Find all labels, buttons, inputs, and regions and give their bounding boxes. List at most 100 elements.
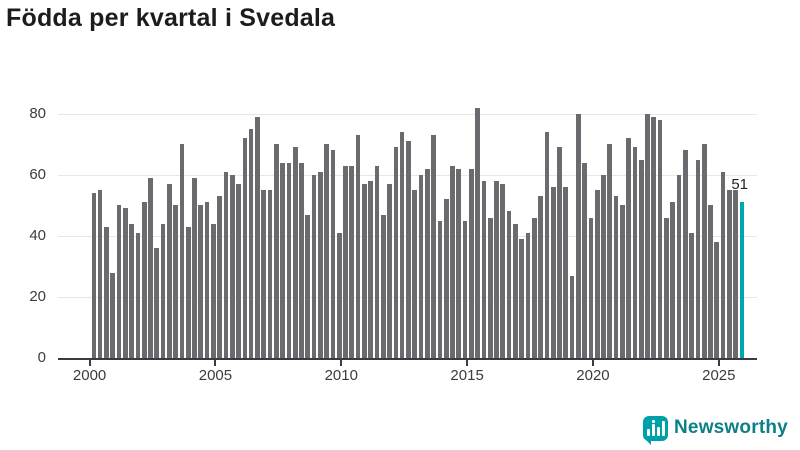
x-tick-label-2015: 2015 (450, 367, 484, 384)
bar (380, 214, 386, 358)
bar (456, 168, 462, 358)
bar (638, 159, 644, 358)
latest-value-label: 51 (731, 176, 748, 193)
bar (437, 220, 443, 358)
bar (632, 147, 638, 358)
bar (481, 180, 487, 358)
bar (160, 223, 166, 358)
bar (670, 202, 676, 358)
bar (248, 129, 254, 358)
bar (620, 205, 625, 358)
bar (657, 119, 663, 358)
bar (267, 190, 273, 358)
x-axis-line (58, 358, 757, 360)
bar (217, 196, 223, 358)
bar (601, 174, 606, 358)
bar (487, 217, 493, 358)
bar (192, 177, 197, 358)
bar (676, 174, 682, 358)
x-tick-2000 (88, 360, 91, 366)
bar (544, 132, 550, 358)
bar (223, 171, 229, 358)
bar (148, 177, 153, 358)
bar (311, 174, 317, 358)
bar (506, 211, 512, 358)
x-tick-2020 (591, 360, 594, 366)
x-tick-label-2025: 2025 (702, 367, 736, 384)
logo-speech-tail (643, 437, 651, 445)
bar (179, 144, 185, 358)
logo-glyph-bar (661, 421, 665, 436)
bar (368, 180, 374, 358)
bar (563, 187, 569, 358)
bar (242, 138, 248, 358)
bar (355, 135, 361, 358)
bar (513, 223, 518, 358)
bar (569, 275, 575, 358)
y-tick-label-0: 0 (37, 349, 46, 366)
bar (129, 223, 134, 358)
bar (141, 202, 147, 358)
bar (318, 171, 323, 358)
bar (607, 144, 613, 358)
bar (645, 113, 650, 358)
bar (443, 199, 449, 358)
bar (211, 223, 216, 358)
bar (280, 162, 285, 358)
bar (424, 168, 430, 358)
logo-glyph-dot (651, 420, 655, 423)
bar (393, 147, 399, 358)
bar (91, 193, 97, 358)
bar (261, 190, 267, 358)
bar (236, 183, 241, 358)
bar (399, 132, 405, 358)
chart-title: Födda per kvartal i Svedala (6, 4, 336, 32)
bar (116, 205, 122, 358)
bar (582, 162, 587, 358)
x-tick-2025 (717, 360, 720, 366)
bar (122, 208, 128, 358)
bar (626, 138, 631, 358)
x-tick-label-2005: 2005 (198, 367, 233, 384)
bar (701, 144, 707, 358)
logo-glyph-bar (646, 429, 650, 436)
bar (613, 196, 619, 358)
bar (374, 165, 380, 358)
bar (299, 162, 304, 358)
bar (494, 180, 499, 358)
bar (336, 232, 342, 358)
bar (726, 190, 732, 358)
bar (343, 165, 348, 358)
x-tick-2010 (340, 360, 343, 366)
bar (273, 144, 279, 358)
bar (469, 168, 474, 358)
bar (695, 159, 701, 358)
bar (714, 241, 720, 358)
bar (462, 220, 468, 358)
bar (664, 217, 669, 358)
y-tick-label-80: 80 (29, 104, 46, 122)
x-tick-label-2000: 2000 (72, 367, 107, 384)
bar-chart-logo-icon (643, 416, 668, 445)
bar (286, 162, 292, 358)
bar-latest-quarter (739, 202, 745, 358)
bar (720, 171, 726, 358)
bar (557, 147, 562, 358)
logo-glyph-bar (656, 427, 660, 436)
bar (305, 214, 311, 358)
bar (651, 116, 657, 358)
bar (575, 113, 581, 358)
x-tick-label-2010: 2010 (324, 367, 358, 384)
bar (525, 232, 531, 358)
bar (431, 135, 436, 358)
bar (104, 226, 109, 358)
logo-text: Newsworthy (674, 417, 788, 438)
y-tick-label-40: 40 (29, 226, 46, 244)
bar (689, 232, 694, 358)
bar (450, 165, 455, 358)
bar (550, 187, 556, 358)
bar (362, 183, 367, 358)
gridline-80 (58, 113, 757, 115)
bar (406, 141, 411, 358)
